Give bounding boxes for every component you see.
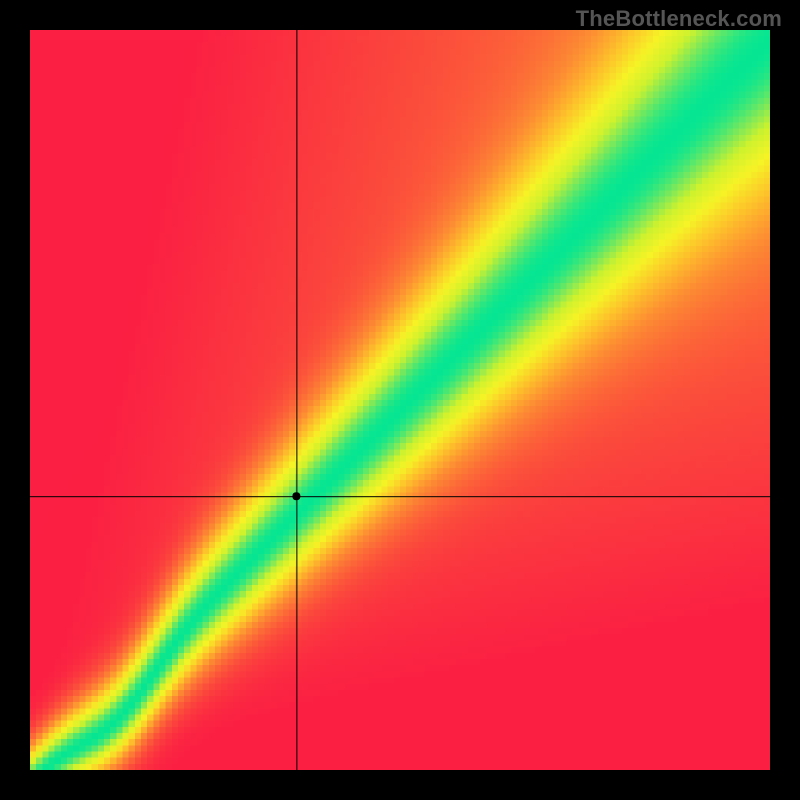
crosshair-overlay [30, 30, 770, 770]
chart-container: TheBottleneck.com [0, 0, 800, 800]
watermark-text: TheBottleneck.com [576, 6, 782, 32]
